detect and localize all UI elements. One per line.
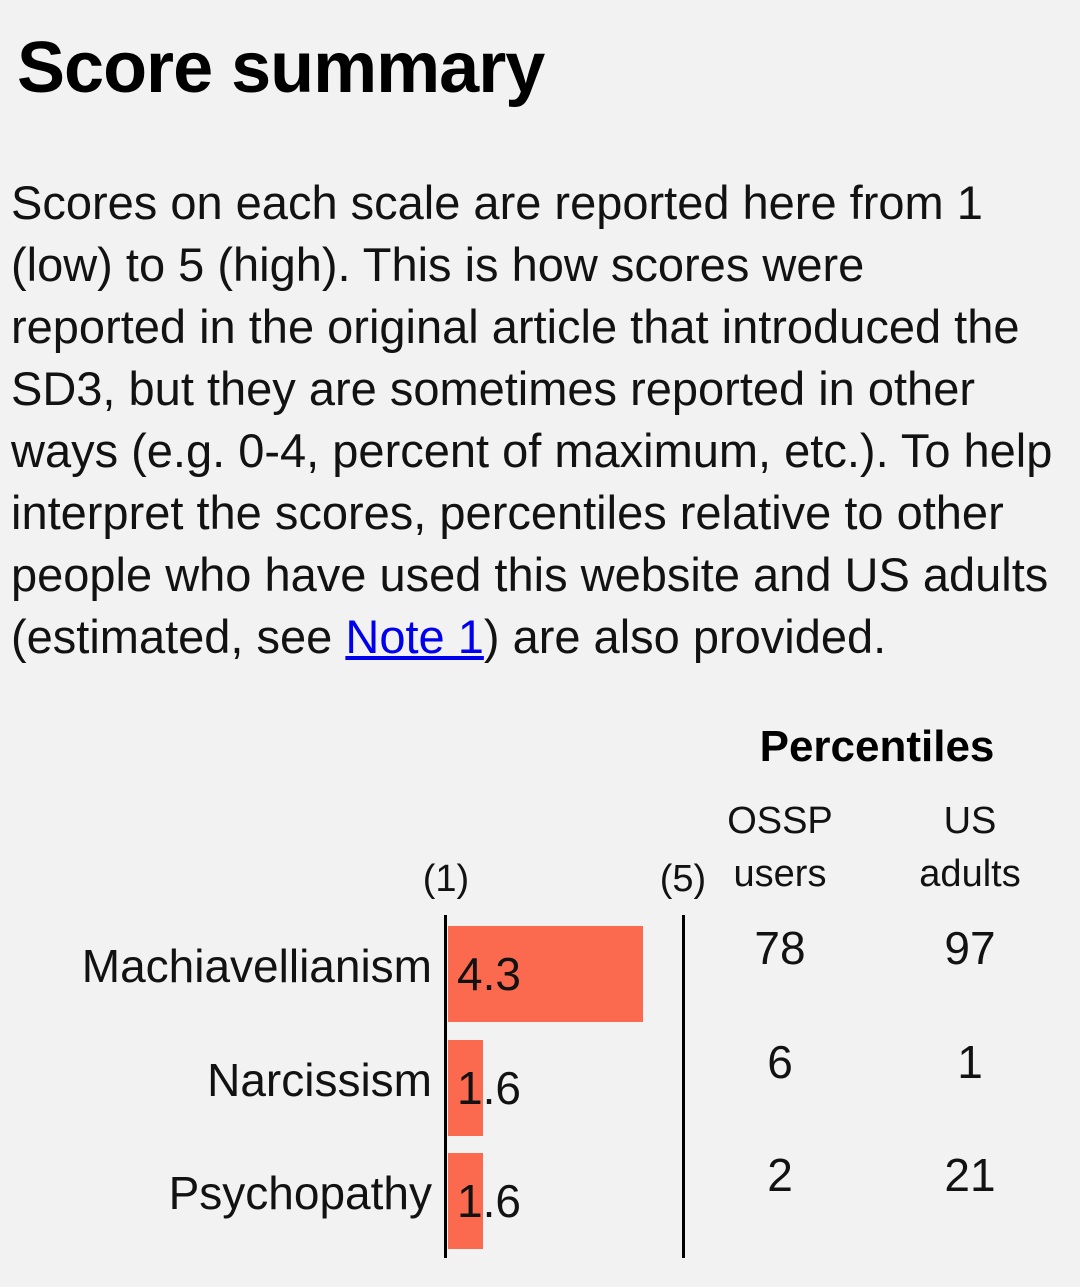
summary-paragraph: Scores on each scale are reported here f… bbox=[11, 172, 1080, 668]
score-bar bbox=[448, 1153, 483, 1249]
ossp-percentile-value: 2 bbox=[767, 1149, 793, 1201]
summary-text-after: ) are also provided. bbox=[483, 610, 887, 663]
score-bar bbox=[448, 1040, 483, 1136]
column-header-us-adults: US adults bbox=[919, 800, 1021, 895]
axis-label-max: (5) bbox=[659, 858, 707, 900]
us-percentile-value: 97 bbox=[944, 922, 996, 974]
ossp-percentile-value: 6 bbox=[767, 1036, 793, 1088]
us-percentile-value: 1 bbox=[957, 1036, 983, 1088]
axis-line-max bbox=[682, 915, 685, 1258]
axis-label-min: (1) bbox=[422, 858, 470, 900]
column-header-ossp-users: OSSP users bbox=[727, 800, 833, 895]
score-value: 1.6 bbox=[457, 1062, 521, 1114]
page-title: Score summary bbox=[17, 28, 545, 108]
row-label: Narcissism bbox=[207, 1054, 432, 1106]
row-label: Machiavellianism bbox=[81, 940, 432, 992]
score-bar bbox=[448, 926, 643, 1022]
row-label: Psychopathy bbox=[168, 1167, 432, 1219]
summary-text-before: Scores on each scale are reported here f… bbox=[11, 176, 1053, 663]
us-percentile-value: 21 bbox=[944, 1149, 996, 1201]
score-value: 4.3 bbox=[457, 948, 521, 1000]
ossp-percentile-value: 78 bbox=[754, 922, 806, 974]
note-1-link[interactable]: Note 1 bbox=[345, 610, 484, 663]
axis-line-min bbox=[444, 915, 447, 1258]
percentiles-header: Percentiles bbox=[759, 722, 995, 771]
score-value: 1.6 bbox=[457, 1175, 521, 1227]
